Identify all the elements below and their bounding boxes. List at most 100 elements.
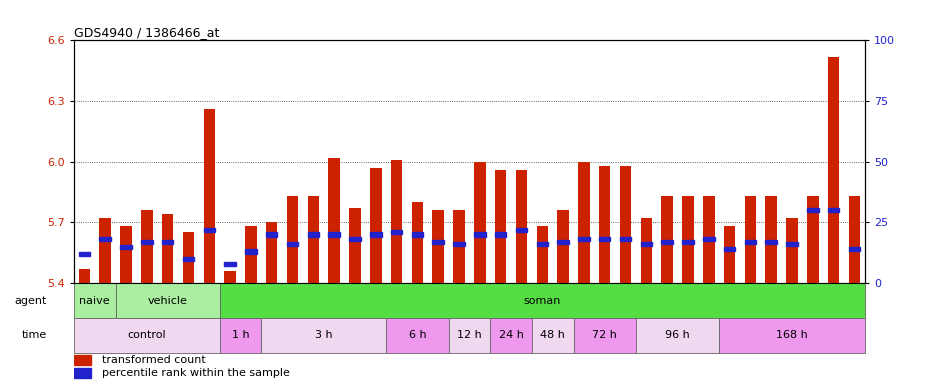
Text: 12 h: 12 h	[457, 331, 482, 341]
Bar	[204, 228, 215, 232]
Bar	[391, 230, 402, 234]
Bar	[79, 252, 90, 256]
Bar	[100, 237, 111, 242]
Bar	[453, 242, 464, 246]
Bar	[74, 368, 92, 378]
Bar	[220, 318, 262, 353]
Bar	[328, 158, 339, 283]
Bar	[162, 240, 173, 244]
Bar	[100, 218, 111, 283]
Bar	[370, 168, 381, 283]
Bar	[786, 218, 797, 283]
Bar	[786, 242, 797, 246]
Bar	[683, 196, 694, 283]
Bar	[220, 283, 865, 318]
Bar	[683, 240, 694, 244]
Bar	[849, 247, 860, 251]
Text: 3 h: 3 h	[314, 331, 333, 341]
Bar	[433, 210, 444, 283]
Bar	[724, 247, 735, 251]
Text: soman: soman	[524, 296, 561, 306]
Text: GDS4940 / 1386466_at: GDS4940 / 1386466_at	[74, 26, 219, 39]
Bar	[490, 318, 532, 353]
Bar	[636, 318, 720, 353]
Bar	[245, 250, 256, 253]
Bar	[745, 240, 756, 244]
Bar	[620, 166, 631, 283]
Bar	[828, 56, 839, 283]
Bar	[412, 232, 423, 237]
Bar	[599, 237, 610, 242]
Bar	[849, 196, 860, 283]
Text: naive: naive	[80, 296, 110, 306]
Text: 72 h: 72 h	[592, 331, 617, 341]
Bar	[558, 210, 569, 283]
Bar	[578, 162, 589, 283]
Bar	[703, 196, 714, 283]
Bar	[287, 196, 298, 283]
Bar	[574, 318, 636, 353]
Bar	[495, 232, 506, 237]
Bar	[183, 232, 194, 283]
Text: control: control	[128, 331, 166, 341]
Bar	[475, 232, 486, 237]
Bar	[328, 232, 339, 237]
Bar	[661, 240, 672, 244]
Bar	[578, 237, 589, 242]
Bar	[641, 242, 652, 246]
Text: vehicle: vehicle	[148, 296, 188, 306]
Text: 1 h: 1 h	[231, 331, 250, 341]
Bar	[74, 283, 116, 318]
Bar	[308, 232, 319, 237]
Bar	[162, 214, 173, 283]
Bar	[433, 240, 444, 244]
Bar	[120, 227, 131, 283]
Bar	[661, 196, 672, 283]
Bar	[120, 245, 131, 249]
Bar	[516, 228, 527, 232]
Bar	[620, 237, 631, 242]
Bar	[641, 218, 652, 283]
Bar	[74, 355, 92, 365]
Bar	[766, 196, 777, 283]
Bar	[204, 109, 215, 283]
Bar	[766, 240, 777, 244]
Bar	[558, 240, 569, 244]
Text: agent: agent	[15, 296, 47, 306]
Bar	[516, 170, 527, 283]
Bar	[74, 318, 220, 353]
Bar	[308, 196, 319, 283]
Bar	[287, 242, 298, 246]
Bar	[225, 262, 236, 266]
Bar	[703, 237, 714, 242]
Bar	[828, 208, 839, 212]
Bar	[116, 283, 220, 318]
Bar	[266, 222, 278, 283]
Bar	[453, 210, 464, 283]
Bar	[720, 318, 865, 353]
Bar	[599, 166, 610, 283]
Text: 96 h: 96 h	[665, 331, 690, 341]
Bar	[387, 318, 449, 353]
Bar	[536, 227, 548, 283]
Bar	[350, 237, 361, 242]
Bar	[475, 162, 486, 283]
Text: transformed count: transformed count	[102, 355, 205, 365]
Bar	[391, 160, 402, 283]
Bar	[370, 232, 381, 237]
Bar	[808, 208, 819, 212]
Bar	[412, 202, 423, 283]
Bar	[225, 271, 236, 283]
Bar	[142, 210, 153, 283]
Text: time: time	[21, 331, 47, 341]
Text: 48 h: 48 h	[540, 331, 565, 341]
Bar	[532, 318, 574, 353]
Bar	[245, 227, 256, 283]
Bar	[262, 318, 387, 353]
Bar	[495, 170, 506, 283]
Bar	[266, 232, 278, 237]
Bar	[745, 196, 756, 283]
Text: 24 h: 24 h	[499, 331, 524, 341]
Bar	[350, 208, 361, 283]
Bar	[449, 318, 490, 353]
